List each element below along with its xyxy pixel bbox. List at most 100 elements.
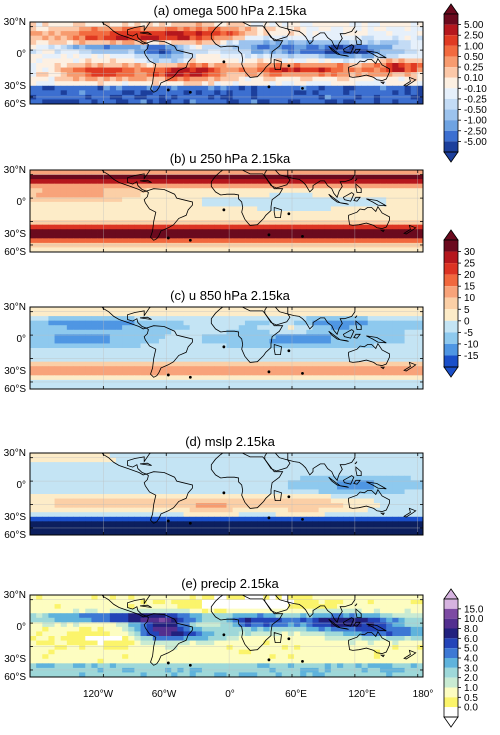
grid-cell (269, 489, 277, 495)
grid-cell (349, 58, 356, 64)
grid-cell (152, 608, 160, 614)
grid-cell (128, 494, 135, 499)
grid-cell (294, 224, 301, 230)
grid-cell (208, 192, 215, 198)
grid-cell (109, 67, 117, 73)
grid-cell (177, 484, 184, 490)
grid-cell (146, 361, 154, 367)
grid-cell (36, 366, 43, 372)
grid-cell (220, 329, 227, 335)
grid-cell (140, 507, 148, 513)
coastline (273, 343, 282, 355)
grid-cell (244, 348, 252, 353)
grid-cell (220, 31, 227, 37)
grid-cell (318, 81, 326, 87)
grid-cell (373, 320, 381, 326)
grid-cell (208, 521, 215, 527)
grid-cell (195, 206, 203, 212)
grid-cell (300, 220, 307, 226)
grid-cell (72, 521, 80, 527)
grid-cell (232, 72, 240, 78)
grid-cell (343, 494, 350, 499)
grid-cell (392, 366, 399, 372)
grid-cell (189, 201, 197, 207)
grid-cell (201, 99, 209, 104)
grid-cell (103, 462, 111, 468)
coastlines (101, 170, 417, 242)
grid-cell (244, 224, 252, 230)
grid-cell (48, 94, 55, 100)
grid-cell (380, 192, 387, 198)
grid-cell (195, 179, 203, 185)
grid-cell (60, 370, 68, 376)
grid-cell (349, 595, 356, 600)
grid-cell (226, 233, 234, 239)
grid-cell (263, 361, 270, 367)
grid-cell (324, 348, 332, 353)
grid-cell (97, 329, 105, 335)
grid-cell (324, 85, 332, 91)
grid-cell (201, 498, 209, 504)
grid-cell (410, 525, 418, 531)
grid-cell (269, 94, 277, 100)
grid-cell (367, 206, 375, 212)
grid-cell (330, 457, 338, 463)
grid-cell (306, 604, 313, 610)
grid-cell (146, 72, 154, 78)
grid-cell (416, 53, 423, 59)
grid-cell (42, 338, 49, 344)
grid-cell (36, 348, 43, 353)
grid-cell (380, 595, 387, 600)
coastline (287, 307, 356, 336)
grid-cell (85, 357, 92, 363)
grid-cell (171, 466, 178, 472)
grid-cell (195, 462, 203, 468)
grid-cell (85, 525, 92, 531)
grid-cell (109, 76, 117, 82)
grid-cell (42, 35, 49, 41)
grid-cell (324, 72, 332, 78)
grid-cell (122, 44, 129, 50)
grid-cell (226, 58, 234, 64)
coastline (340, 202, 349, 205)
grid-cell (208, 348, 215, 353)
grid-cell (343, 58, 350, 64)
grid-cell (330, 599, 338, 605)
grid-cell (410, 94, 418, 100)
grid-cell (367, 457, 375, 463)
grid-cell (324, 521, 332, 527)
grid-cell (367, 35, 375, 41)
grid-cell (244, 58, 252, 64)
grid-cell (30, 599, 37, 605)
grid-cell (361, 311, 369, 317)
grid-cell (85, 242, 92, 248)
grid-cell (177, 31, 184, 37)
coastline (139, 31, 152, 35)
grid-cell (165, 471, 172, 477)
grid-cell (146, 457, 154, 463)
grid-cell (238, 334, 246, 340)
grid-cell (373, 99, 381, 104)
grid-cell (226, 480, 234, 486)
grid-cell (201, 26, 209, 32)
grid-cell (232, 498, 240, 504)
grid-cell (103, 67, 111, 73)
grid-cell (410, 215, 418, 221)
grid-cell (79, 521, 86, 527)
grid-cell (195, 81, 203, 87)
grid-cell (257, 215, 264, 221)
grid-cell (275, 503, 283, 509)
grid-cell (337, 238, 344, 244)
grid-cell (226, 188, 234, 194)
grid-cell (275, 35, 283, 41)
grid-cell (97, 384, 105, 389)
grid-cell (171, 179, 178, 185)
grid-cell (30, 238, 37, 244)
grid-cell (275, 72, 283, 78)
grid-cell (349, 457, 356, 463)
grid-cell (324, 334, 332, 340)
grid-cell (300, 49, 307, 55)
coastline (287, 170, 356, 199)
grid-cell (263, 608, 270, 614)
grid-cell (152, 384, 160, 389)
